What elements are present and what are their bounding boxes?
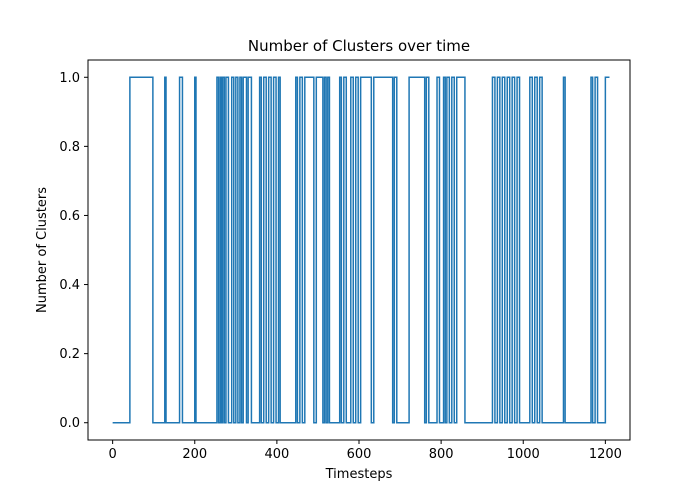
x-tick-label: 400 [264,447,289,462]
y-axis: 0.0 0.2 0.4 0.6 0.8 1.0 [59,71,88,431]
y-tick-label: 1.0 [59,71,80,86]
x-axis-label: Timesteps [325,467,393,482]
y-axis-label: Number of Clusters [35,187,50,313]
y-tick-label: 0.0 [59,416,80,431]
x-tick-label: 600 [347,447,372,462]
x-tick-label: 800 [429,447,454,462]
y-tick-label: 0.4 [59,278,80,293]
x-tick-label: 200 [182,447,207,462]
series-layer [112,76,610,424]
x-tick-label: 1000 [507,447,540,462]
plot-area-frame [87,59,631,441]
y-tick-label: 0.2 [59,347,80,362]
y-tick-label: 0.8 [59,140,80,155]
x-axis: 0 200 400 600 800 1000 1200 [108,440,622,462]
y-tick-label: 0.6 [59,209,80,224]
chart-title: Number of Clusters over time [248,37,470,55]
x-tick-label: 0 [108,447,116,462]
x-tick-label: 1200 [589,447,622,462]
series-line-0 [112,76,610,424]
